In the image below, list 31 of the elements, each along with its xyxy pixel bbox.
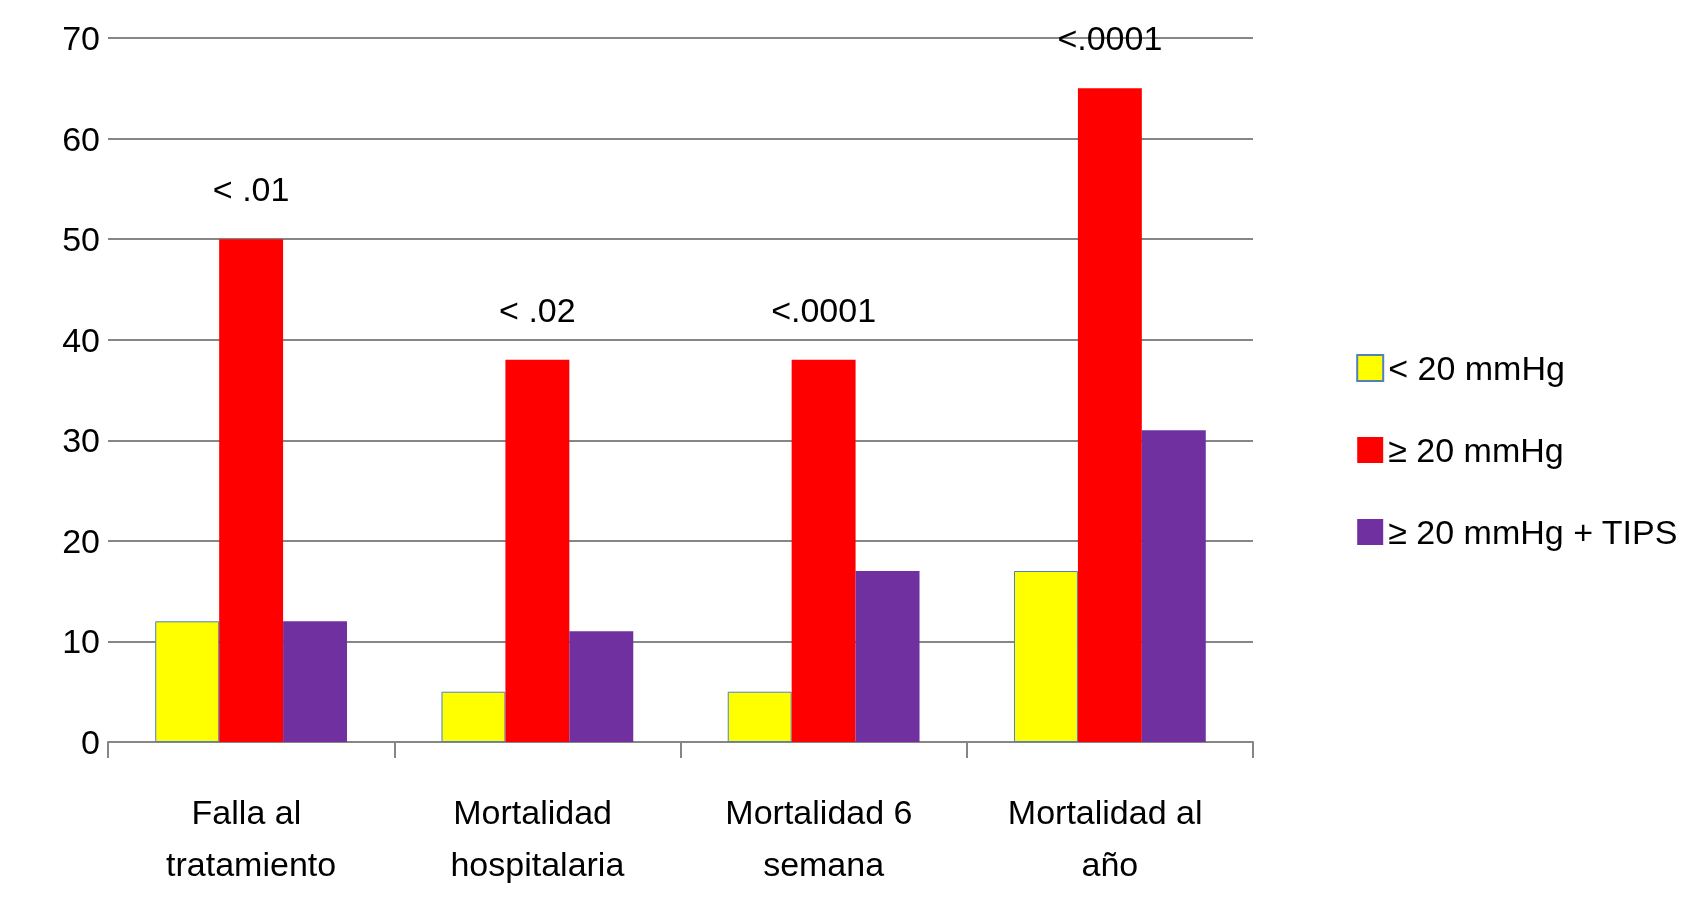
- y-tick-label: 0: [81, 723, 100, 761]
- bar: [219, 239, 284, 742]
- legend-label: ≥ 20 mmHg + TIPS: [1388, 513, 1678, 551]
- y-tick-label: 40: [62, 320, 100, 359]
- bar: [855, 571, 920, 742]
- bar: [727, 691, 792, 742]
- x-tick-label: Mortalidad al año: [1007, 793, 1212, 883]
- bar: [283, 621, 348, 742]
- legend-label: < 20 mmHg: [1388, 349, 1565, 387]
- y-tick-label: 60: [62, 119, 100, 158]
- bar: [1077, 88, 1142, 742]
- annotation: < .02: [499, 290, 576, 329]
- bar: [441, 691, 506, 742]
- annotation: < .01: [212, 170, 290, 209]
- bar: [1013, 571, 1078, 742]
- y-tick-label: 70: [62, 19, 100, 57]
- y-tick-label: 30: [62, 421, 100, 460]
- x-tick-label: Mortalidad 6 semana: [725, 793, 922, 883]
- bar: [1141, 430, 1206, 742]
- bar: [505, 359, 570, 742]
- bar: [791, 359, 856, 742]
- y-tick-label: 10: [62, 622, 100, 661]
- x-tick-label: Mortalidad hospitalaria: [450, 793, 625, 883]
- bar: [155, 621, 220, 742]
- annotation: <.0001: [1057, 19, 1163, 58]
- y-tick-label: 50: [62, 220, 100, 259]
- bar: [569, 631, 634, 742]
- annotation: <.0001: [771, 290, 877, 329]
- x-tick-label: Falla al tratamiento: [166, 793, 337, 883]
- y-tick-label: 20: [62, 521, 100, 560]
- legend-label: ≥ 20 mmHg: [1388, 431, 1564, 469]
